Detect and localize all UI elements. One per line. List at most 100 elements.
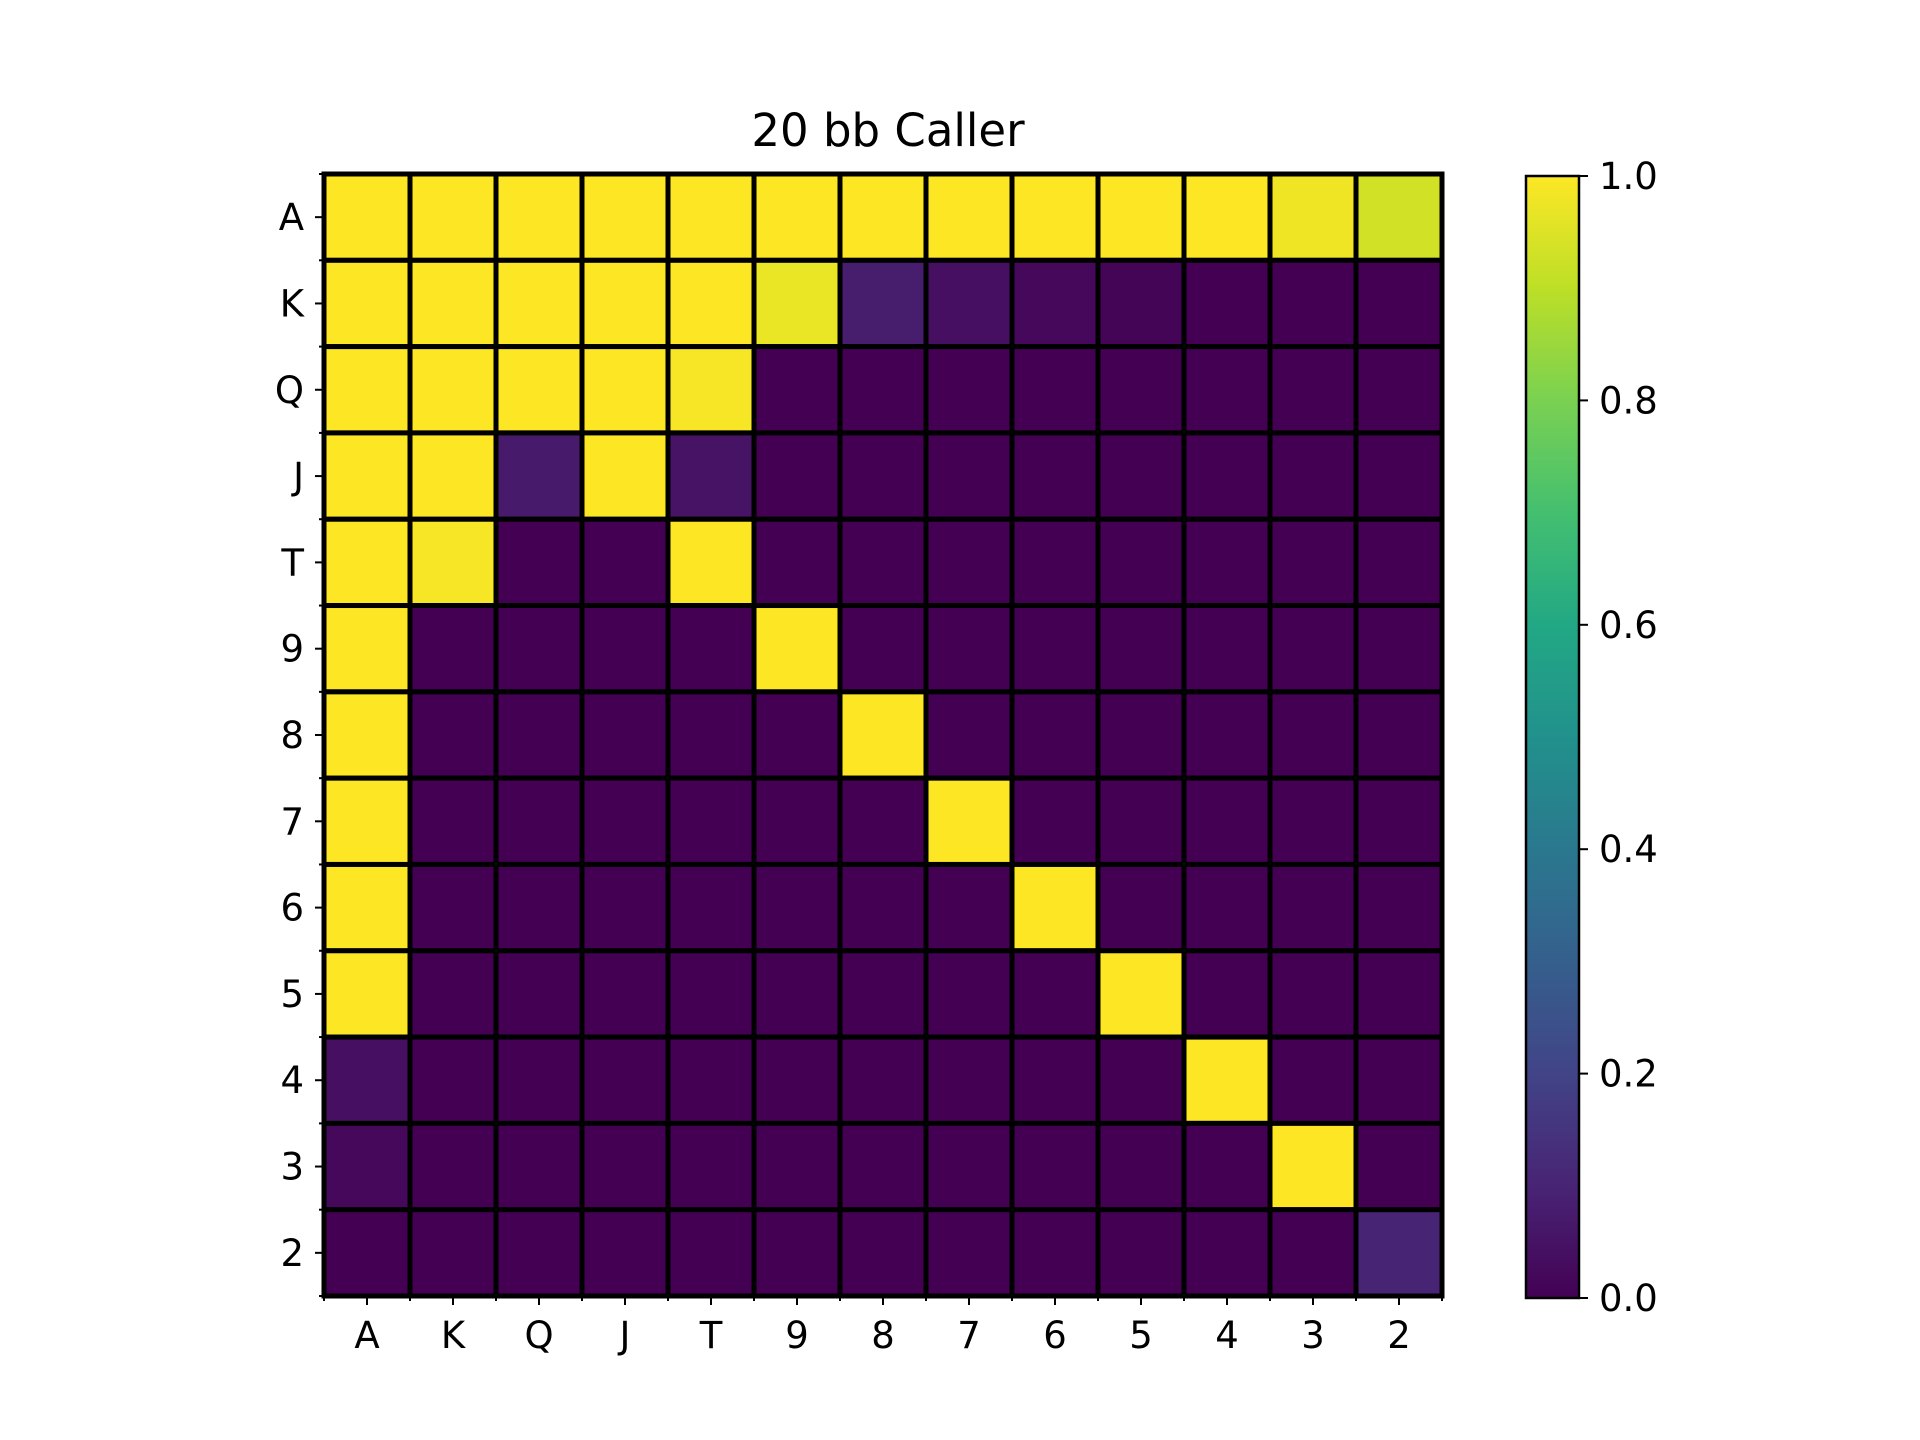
heatmap-cell <box>751 1207 843 1299</box>
heatmap-cell <box>923 1207 1015 1299</box>
heatmap-cell <box>1267 430 1359 522</box>
heatmap-cell <box>665 257 757 350</box>
heatmap-cell <box>923 861 1015 954</box>
x-tick-label: 2 <box>1387 1314 1411 1357</box>
heatmap-cell <box>923 344 1015 436</box>
x-tick-label: 4 <box>1215 1314 1239 1357</box>
heatmap-cell <box>837 516 929 609</box>
heatmap-cell <box>837 689 929 781</box>
colorbar-tick-label: 0.0 <box>1599 1277 1658 1320</box>
heatmap-cell <box>923 257 1015 350</box>
heatmap-cell <box>751 948 843 1040</box>
heatmap-cell <box>1009 516 1101 609</box>
heatmap-cell <box>1095 689 1187 781</box>
heatmap-cell <box>923 171 1015 263</box>
heatmap-cell <box>1353 603 1445 695</box>
heatmap-cell <box>751 257 843 350</box>
heatmap-cell <box>579 1120 671 1213</box>
heatmap-cell <box>407 257 499 350</box>
heatmap-cell <box>1181 344 1273 436</box>
x-tick-label: 6 <box>1043 1314 1067 1357</box>
heatmap-cell <box>751 344 843 436</box>
heatmap-cell <box>665 430 757 522</box>
heatmap-cell <box>579 689 671 781</box>
heatmap-cell <box>1009 1207 1101 1299</box>
heatmap-cell <box>1181 689 1273 781</box>
chart-title: 20 bb Caller <box>751 104 1025 157</box>
heatmap-cell <box>407 1120 499 1213</box>
heatmap-cell <box>751 1034 843 1126</box>
heatmap-cell <box>1181 948 1273 1040</box>
heatmap-cell <box>665 775 757 867</box>
y-tick-label: K <box>280 282 306 325</box>
heatmap-cell <box>579 171 671 263</box>
x-tick-label: 8 <box>871 1314 895 1357</box>
y-tick-label: 3 <box>280 1146 304 1189</box>
heatmap-cell <box>1353 1120 1445 1213</box>
heatmap-cell <box>407 861 499 954</box>
heatmap-cell <box>1095 1120 1187 1213</box>
colorbar <box>1526 176 1579 1298</box>
heatmap-cell <box>1095 1034 1187 1126</box>
heatmap-cell <box>407 948 499 1040</box>
heatmap-cell <box>579 603 671 695</box>
heatmap-cell <box>665 516 757 609</box>
heatmap-cell <box>665 1034 757 1126</box>
y-tick-label: A <box>279 196 304 239</box>
heatmap-cell <box>665 861 757 954</box>
heatmap-cell <box>923 689 1015 781</box>
x-tick-label: 7 <box>957 1314 981 1357</box>
heatmap-cell <box>579 430 671 522</box>
heatmap-cell <box>665 689 757 781</box>
heatmap-cell <box>837 1034 929 1126</box>
heatmap-cell <box>751 775 843 867</box>
heatmap-cell <box>493 171 585 263</box>
heatmap-cell <box>407 1207 499 1299</box>
heatmap-cell <box>837 1120 929 1213</box>
heatmap-cell <box>665 171 757 263</box>
heatmap-cell <box>1353 344 1445 436</box>
heatmap-cell <box>407 344 499 436</box>
heatmap-cell <box>407 430 499 522</box>
heatmap-cell <box>1009 775 1101 867</box>
heatmap-cell <box>493 603 585 695</box>
heatmap-cell <box>407 516 499 609</box>
heatmap-cell <box>751 603 843 695</box>
heatmap-cell <box>321 603 413 695</box>
heatmap-cell <box>1353 1034 1445 1126</box>
heatmap-cell <box>1095 257 1187 350</box>
x-tick-label: 3 <box>1301 1314 1325 1357</box>
heatmap-cell <box>1181 603 1273 695</box>
heatmap-cell <box>1095 171 1187 263</box>
heatmap-cell <box>1353 689 1445 781</box>
heatmap-cell <box>493 775 585 867</box>
heatmap-cell <box>837 948 929 1040</box>
y-tick-label: J <box>291 455 304 498</box>
heatmap-cell <box>493 516 585 609</box>
heatmap-cell <box>1009 689 1101 781</box>
y-tick-label: 9 <box>280 628 304 671</box>
heatmap-cell <box>1009 1034 1101 1126</box>
y-tick-label: 4 <box>280 1059 304 1102</box>
heatmap-cell <box>751 430 843 522</box>
heatmap-cell <box>321 1120 413 1213</box>
heatmap-cell <box>1267 171 1359 263</box>
heatmap-cell <box>1267 775 1359 867</box>
heatmap-cell <box>407 1034 499 1126</box>
heatmap-cell <box>837 344 929 436</box>
heatmap-cell <box>751 861 843 954</box>
heatmap-cell <box>1353 430 1445 522</box>
heatmap-cell <box>321 171 413 263</box>
y-tick-label: 5 <box>280 973 304 1016</box>
heatmap-cell <box>923 1034 1015 1126</box>
x-tick-label: 9 <box>785 1314 809 1357</box>
colorbar-tick-label: 1.0 <box>1599 155 1658 198</box>
colorbar-tick-label: 0.8 <box>1599 379 1658 422</box>
heatmap-cell <box>1181 775 1273 867</box>
heatmap-cell <box>665 948 757 1040</box>
y-tick-label: 7 <box>280 800 304 843</box>
heatmap-cell <box>1353 1207 1445 1299</box>
heatmap-cell <box>407 775 499 867</box>
heatmap-cell <box>837 1207 929 1299</box>
heatmap-cell <box>1095 1207 1187 1299</box>
